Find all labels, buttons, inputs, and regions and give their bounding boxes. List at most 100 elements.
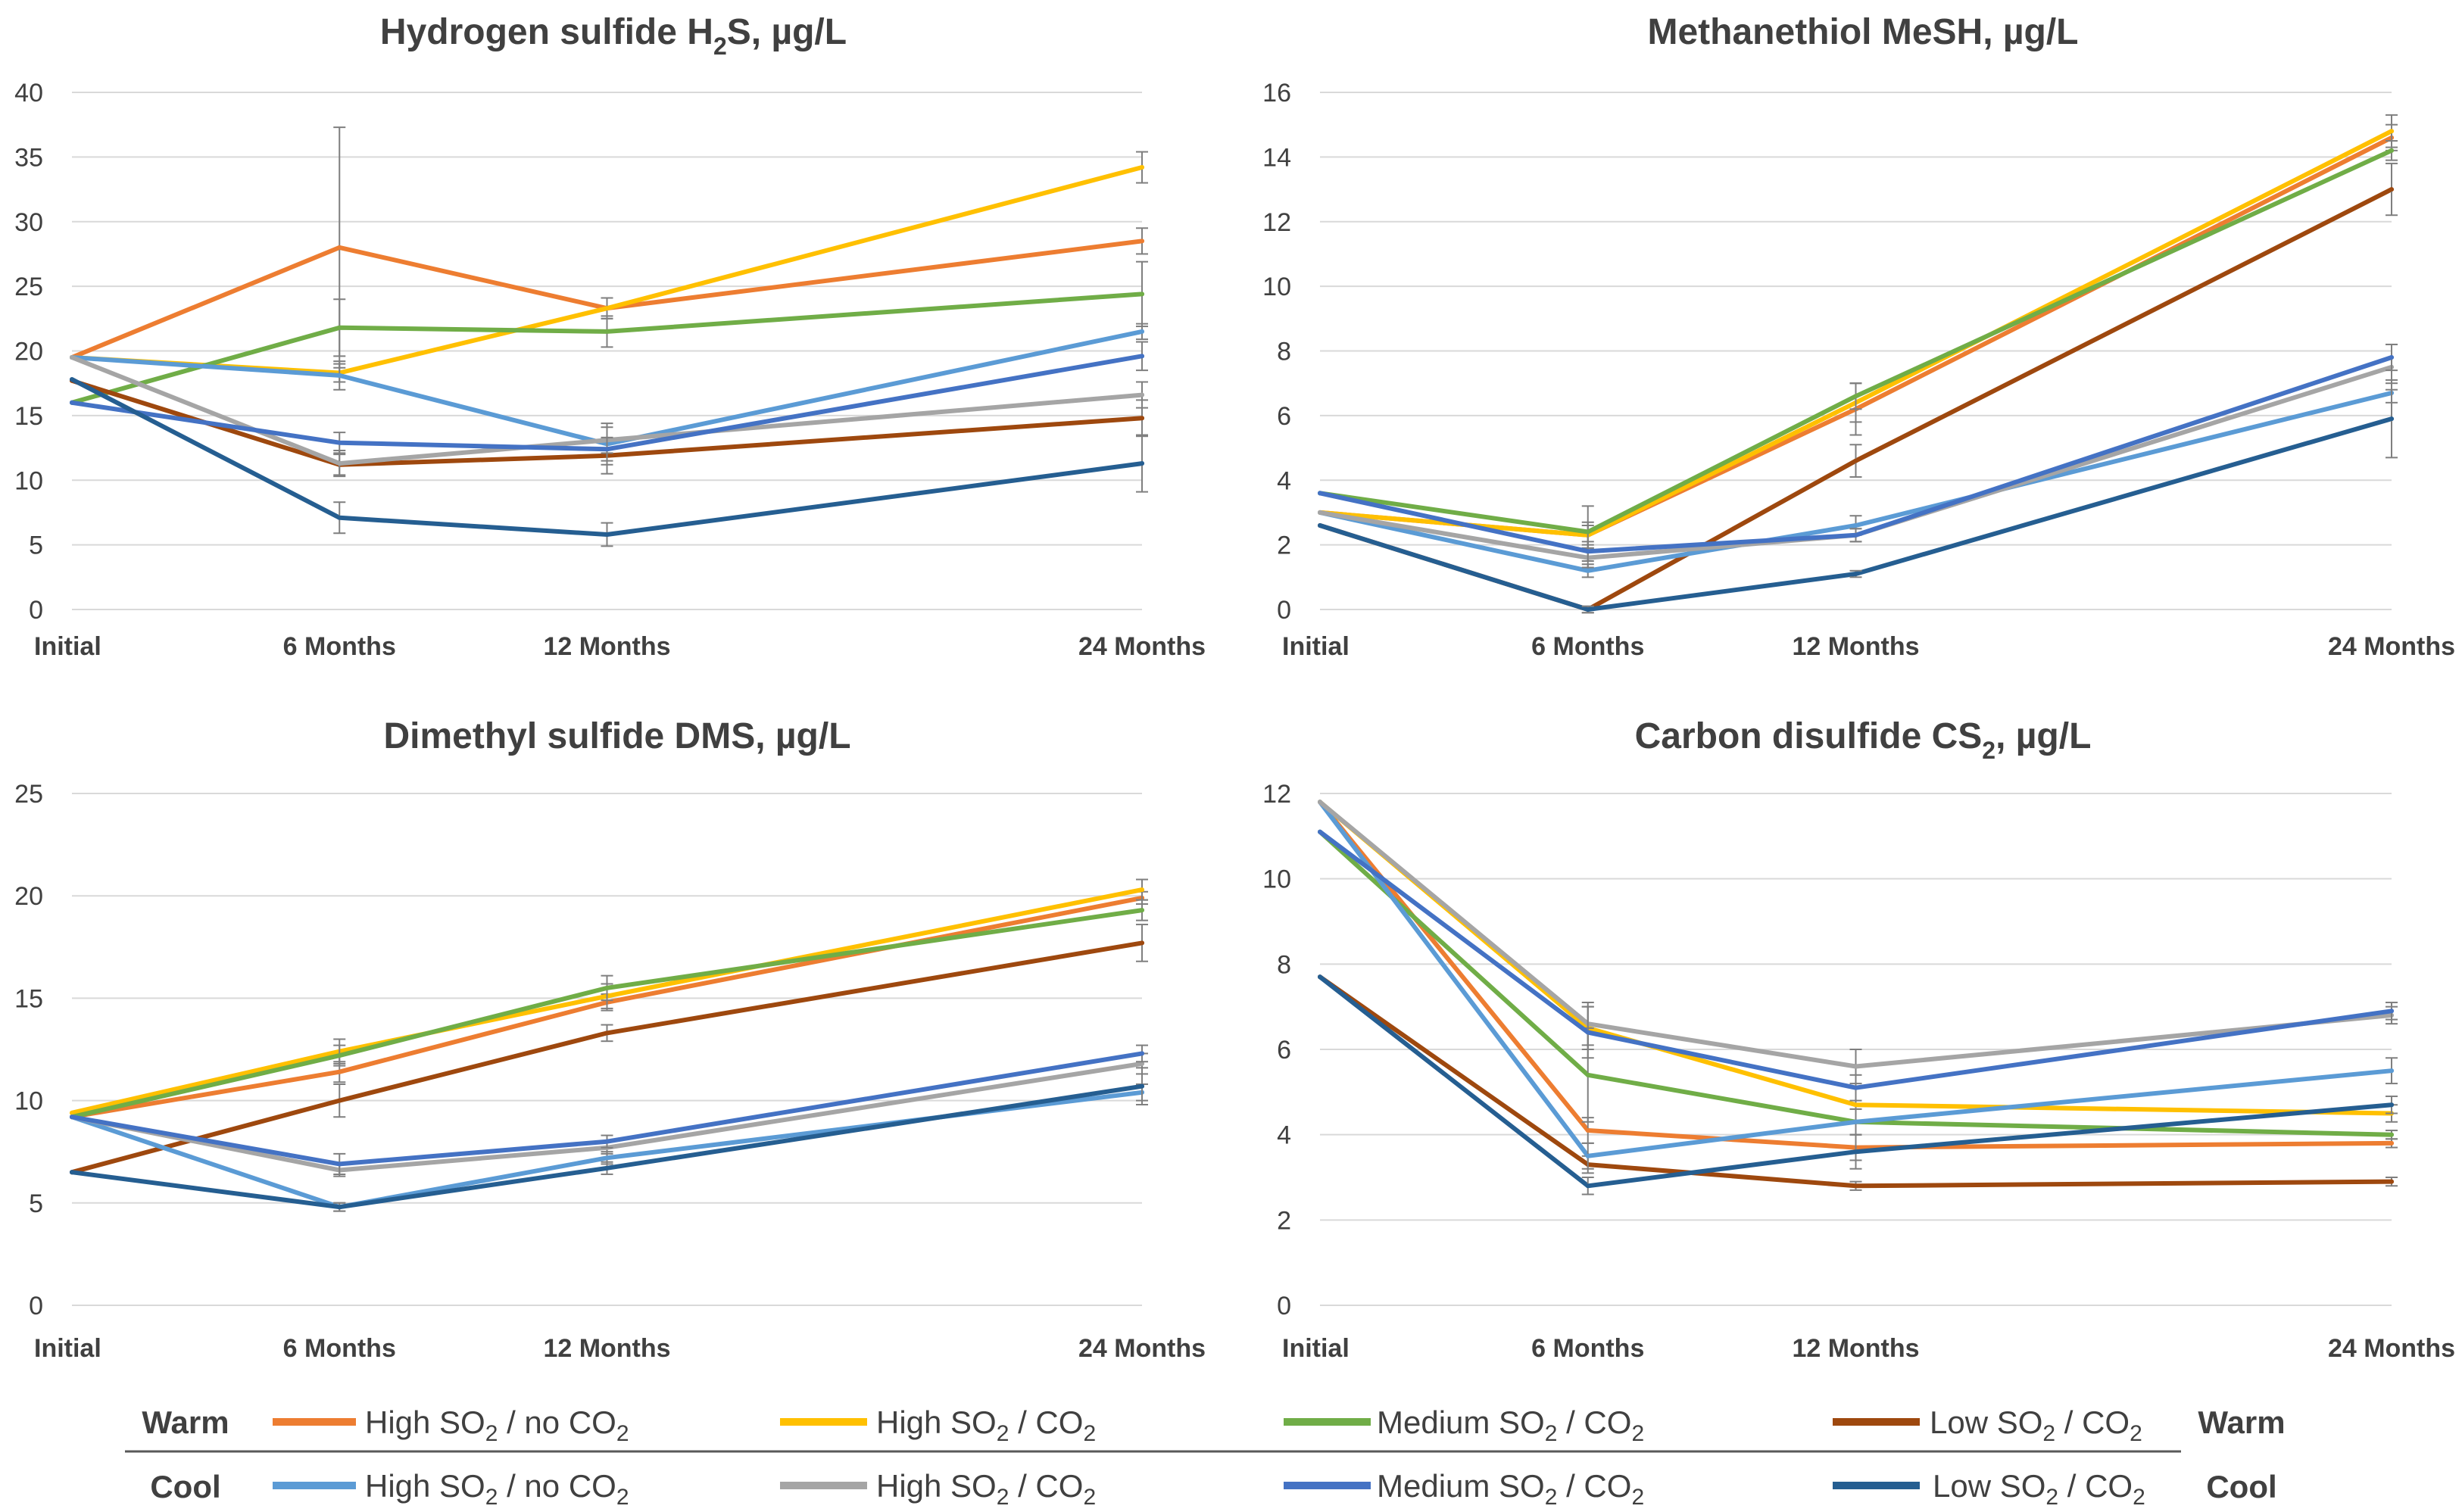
y-tick-label: 12 [1262,780,1291,809]
x-tick-label: 12 Months [1792,632,1919,661]
data-point [604,329,610,334]
chart-panel-methanethiol: Methanethiol MeSH, µg/L 0 2 4 6 8 10 12 14 16 Ini… [1262,12,2455,661]
data-point [1853,1119,1858,1124]
y-tick-label: 0 [29,596,43,625]
y-tick-label: 8 [1277,950,1291,979]
data-point [1140,940,1144,946]
x-tick-label: 12 Months [543,632,670,661]
data-point [337,1161,342,1167]
data-point [2389,355,2394,360]
data-point [1853,1064,1858,1069]
data-point [70,1110,74,1115]
y-tick-label: 2 [1277,1206,1291,1235]
data-point [1585,1153,1590,1158]
data-point [1853,523,1858,528]
chart-panel-carbon-disulfide: Carbon disulfide CS2, µg/L 0 2 4 6 8 10 12 Init… [1262,716,2455,1363]
data-point [1140,238,1144,244]
data-point [1585,568,1590,573]
y-tick-label: 12 [1262,208,1291,237]
legend-group-warm: Warm [142,1404,229,1440]
data-point [604,985,610,990]
data-point [1140,416,1144,421]
data-point [2389,129,2394,134]
data-point [604,1030,610,1036]
x-tick-label: 6 Months [283,1334,396,1363]
y-tick-label: 15 [14,402,43,431]
y-tick-label: 4 [1277,1121,1291,1150]
series-line [1318,800,2394,1158]
chart-title: Hydrogen sulfide H2S, µg/L [380,12,847,60]
series-line [1318,829,2394,1090]
y-tick-label: 6 [1277,1036,1291,1065]
data-point [1585,1030,1590,1035]
x-tick-label: 12 Months [1792,1334,1919,1363]
data-point [2389,1140,2394,1146]
data-point [1140,1061,1144,1066]
x-tick-label: 24 Months [2328,1334,2455,1363]
y-tick-label: 6 [1277,402,1291,431]
data-point [70,1115,74,1120]
data-point [1318,491,1322,496]
series-line [1318,974,2394,1189]
data-point [337,1205,342,1210]
series-line [70,1083,1144,1210]
data-point [2389,1068,2394,1074]
data-point [70,400,74,405]
data-point [1140,165,1144,170]
chart-panel-hydrogen-sulfide: Hydrogen sulfide H2S, µg/L 0 5 10 15 20 25 30 3… [14,12,1206,661]
y-tick-label: 0 [1277,1292,1291,1320]
data-point [2389,416,2394,422]
y-tick-label: 20 [14,882,43,911]
data-point [1853,572,1858,577]
data-point [604,1165,610,1171]
legend-label: Low SO2 / CO2 [1933,1468,2145,1510]
x-tick-label: 6 Months [283,632,396,661]
y-tick-label: 25 [14,273,43,301]
data-point [2389,1102,2394,1108]
x-tick-label: 24 Months [2328,632,2455,661]
series-line [70,377,1144,537]
series-line [1318,355,2394,554]
y-tick-label: 8 [1277,338,1291,366]
data-point [337,515,342,520]
chart-title: Dimethyl sulfide DMS, µg/L [383,716,850,756]
data-point [70,1170,74,1175]
data-point [337,1069,342,1074]
data-point [604,447,610,452]
series-line [1318,974,2394,1189]
data-point [1318,829,1322,834]
data-point [1853,1149,1858,1155]
y-tick-label: 10 [1262,865,1291,894]
data-point [337,245,342,250]
legend-group-cool: Cool [150,1469,220,1504]
x-tick-label: 24 Months [1078,632,1206,661]
y-tick-label: 10 [1262,273,1291,301]
data-point [604,532,610,537]
legend-label: Medium SO2 / CO2 [1377,1468,1644,1510]
series-line [1318,148,2394,535]
data-point [1140,1051,1144,1056]
legend-label: High SO2 / no CO2 [365,1404,629,1446]
y-tick-label: 0 [29,1292,43,1320]
legend-group-cool-right: Cool [2206,1469,2276,1504]
y-tick-label: 0 [1277,596,1291,625]
y-tick-label: 25 [14,780,43,809]
data-point [1853,458,1858,463]
series-line [70,354,1144,452]
data-point [1853,1183,1858,1189]
data-point [1140,908,1144,913]
data-point [1585,1072,1590,1077]
x-tick-label: Initial [1282,1334,1350,1363]
data-point [337,373,342,378]
data-point [2389,148,2394,153]
y-tick-label: 15 [14,984,43,1013]
data-point [337,440,342,445]
data-point [1140,329,1144,334]
y-tick-label: 35 [14,143,43,172]
data-point [1140,1083,1144,1089]
data-point [2389,187,2394,192]
data-point [604,1155,610,1161]
chart-title: Methanethiol MeSH, µg/L [1648,12,2079,52]
data-point [2389,1179,2394,1184]
